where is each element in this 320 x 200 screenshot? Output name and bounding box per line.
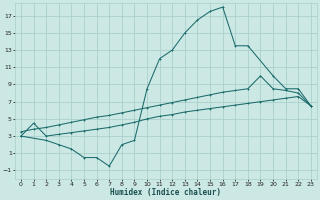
X-axis label: Humidex (Indice chaleur): Humidex (Indice chaleur): [110, 188, 221, 197]
